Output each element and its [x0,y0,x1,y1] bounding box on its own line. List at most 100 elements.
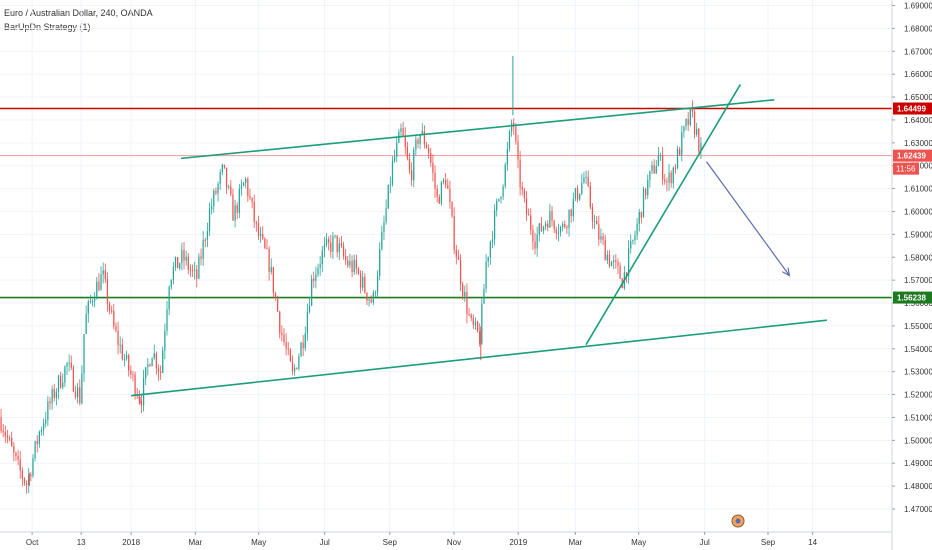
candle-down [121,344,123,360]
projection-arrow-head [782,267,791,277]
candle-up [321,250,323,265]
time-axis[interactable]: Oct 13 2018 Mar May Jul Sep Nov 2019 Mar May Jul Sep… [26,532,818,547]
y-tick-label: 1.67000 [904,47,932,56]
candle-up [77,387,79,398]
candle-down [408,158,411,171]
projection-arrow-line [705,161,790,276]
y-tick-label: 1.69000 [904,2,932,11]
support-label: 1.56238 [897,294,926,303]
candle-up [498,198,500,201]
candle-down [232,194,234,221]
candle-down [132,374,134,376]
candle-down [98,281,100,291]
candle-up [574,188,577,199]
candle-down [619,265,621,279]
candle-up [549,211,551,228]
candle-up [659,154,662,156]
candle-down [128,355,130,371]
candle-down [140,400,143,406]
candle-down [287,348,289,350]
x-tick-label: Nov [447,538,461,547]
y-tick-label: 1.54000 [904,345,932,354]
candle-down [470,314,472,319]
lower-channel-line [131,319,827,397]
candle-up [42,423,45,430]
candle-down [15,452,17,457]
candle-down [313,278,315,281]
candle-up [481,303,483,344]
candle-up [374,292,377,294]
candle-up [700,143,702,152]
candle-down [257,223,260,237]
candle-down [11,437,13,447]
candle-down [674,167,677,169]
candle-up [147,364,149,368]
candle-down [423,131,426,145]
candle-down [6,435,9,438]
candle-down [662,154,664,180]
candle-up [181,249,183,264]
candle-up [125,355,128,360]
candle-up [338,243,340,253]
candle-up [649,170,651,181]
candle-up [610,261,613,267]
x-tick-label: Sep [383,538,398,547]
candle-down [547,223,549,228]
candle-up [228,186,230,188]
candle-down [328,239,330,243]
x-tick-label: 2019 [509,538,527,547]
candle-down [138,396,140,401]
candle-up [66,363,68,367]
candle-down [159,371,162,373]
candle-down [515,126,517,142]
candle-down [223,164,226,168]
countdown-bg [893,162,919,175]
candle-up [238,188,240,213]
candle-down [230,186,232,195]
candle-down [296,367,298,369]
candle-up [213,190,215,207]
candle-down [0,417,2,431]
support-label-bg [893,291,932,304]
candle-up [68,362,70,364]
candle-up [647,180,649,196]
candle-down [370,299,372,303]
candle-down [247,178,249,197]
candle-up [319,264,321,268]
candle-up [696,128,698,135]
candle-up [47,401,49,421]
candle-down [540,223,543,232]
candle-up [259,234,262,237]
candle-up [474,321,477,325]
candle-down [183,249,185,261]
candle-up [493,210,496,240]
candle-up [642,188,645,218]
candle-down [617,261,619,266]
candle-down [417,139,419,144]
candle-down [532,229,534,242]
candle-up [194,269,196,271]
candle-down [653,165,655,174]
candle-up [376,275,379,293]
chart-title: Euro / Australian Dollar, 240, OANDA [4,8,153,18]
candle-up [636,223,638,236]
y-tick-label: 1.52000 [904,391,932,400]
candle-up [389,184,391,186]
candle-down [113,310,115,327]
candle-up [536,234,538,249]
candle-down [449,188,451,202]
x-tick-label: Jul [700,538,710,547]
candle-down [272,267,274,294]
candle-down [189,269,192,271]
candle-up [632,240,634,242]
settings-icon[interactable] [731,514,745,528]
y-tick-label: 1.64000 [904,116,932,125]
candle-up [655,166,657,174]
candle-up [323,244,326,251]
candle-down [551,211,553,221]
price-axis[interactable]: 1.47000 1.48000 1.49000 1.50000 1.51000 1.520… [892,2,932,515]
candle-up [38,431,40,445]
candle-up [242,182,245,186]
candle-up [600,236,602,240]
